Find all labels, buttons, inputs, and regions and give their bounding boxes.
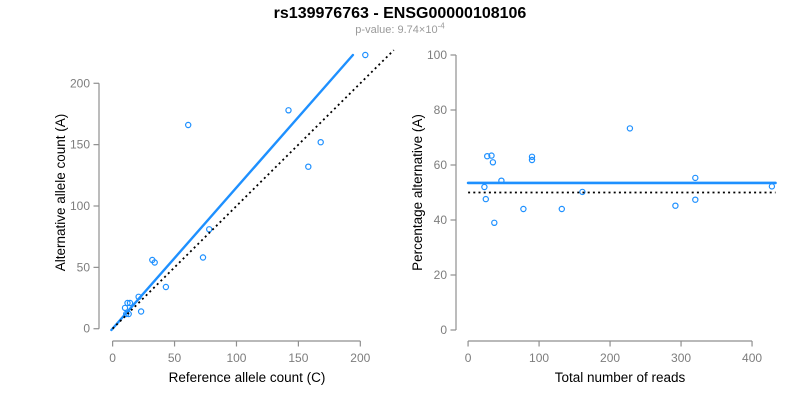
data-point — [528, 153, 536, 160]
x-tick-label: 200 — [600, 351, 620, 365]
data-point — [528, 156, 536, 164]
data-point — [151, 259, 158, 266]
y-axis-label: Alternative allele count (A) — [53, 114, 68, 272]
data-point — [482, 195, 489, 203]
data-point — [488, 152, 495, 159]
x-tick-label: 100 — [529, 351, 549, 365]
data-point — [184, 121, 192, 129]
y-tick-label: 100 — [70, 199, 90, 213]
data-point — [520, 205, 527, 213]
y-tick-label: 40 — [434, 213, 448, 227]
data-point — [126, 299, 134, 307]
data-point — [672, 202, 679, 209]
data-point — [489, 159, 497, 166]
x-axis-label: Reference allele count (C) — [169, 370, 326, 385]
data-point — [362, 51, 369, 59]
x-tick-label: 400 — [742, 351, 762, 365]
data-point — [558, 205, 566, 213]
x-tick-label: 50 — [168, 351, 182, 365]
data-point — [692, 196, 699, 203]
data-point — [137, 308, 145, 315]
percentage-alternative-panel: 0 100 200 300 400 0 20 40 60 80 100 Total number of… — [410, 48, 777, 385]
x-tick-label: 300 — [671, 351, 691, 365]
x-tick-label: 0 — [109, 351, 116, 365]
data-point — [626, 125, 634, 132]
y-tick-label: 0 — [440, 323, 447, 337]
data-point — [692, 174, 699, 182]
y-tick-label: 80 — [434, 103, 448, 117]
data-point — [205, 226, 213, 233]
regression-line — [110, 53, 355, 332]
y-tick-label: 150 — [70, 138, 90, 152]
y-tick-label: 100 — [427, 48, 447, 62]
data-point — [481, 183, 488, 191]
x-tick-label: 100 — [226, 351, 246, 365]
y-tick-label: 20 — [434, 268, 448, 282]
x-axis-label: Total number of reads — [555, 370, 686, 385]
y-axis-label: Percentage alternative (A) — [410, 114, 425, 271]
x-tick-label: 0 — [465, 351, 472, 365]
data-point — [484, 152, 491, 160]
x-tick-label: 200 — [350, 351, 370, 365]
data-point — [768, 183, 776, 190]
data-point — [285, 107, 292, 114]
y-tick-label: 200 — [70, 76, 90, 90]
x-tick-label: 150 — [288, 351, 308, 365]
y-tick-label: 0 — [83, 322, 90, 336]
data-point — [162, 283, 170, 291]
data-point — [305, 163, 312, 170]
data-point — [491, 219, 498, 226]
y-tick-label: 60 — [434, 158, 448, 172]
data-point — [317, 138, 324, 146]
identity-line — [111, 49, 395, 330]
data-point — [124, 299, 131, 307]
data-point — [199, 254, 207, 261]
data-point — [579, 188, 586, 196]
allele-counts-panel: 0 50 100 150 200 0 50 100 150 200 Reference allele… — [53, 49, 395, 385]
data-point — [121, 304, 129, 312]
y-tick-label: 50 — [77, 260, 91, 274]
